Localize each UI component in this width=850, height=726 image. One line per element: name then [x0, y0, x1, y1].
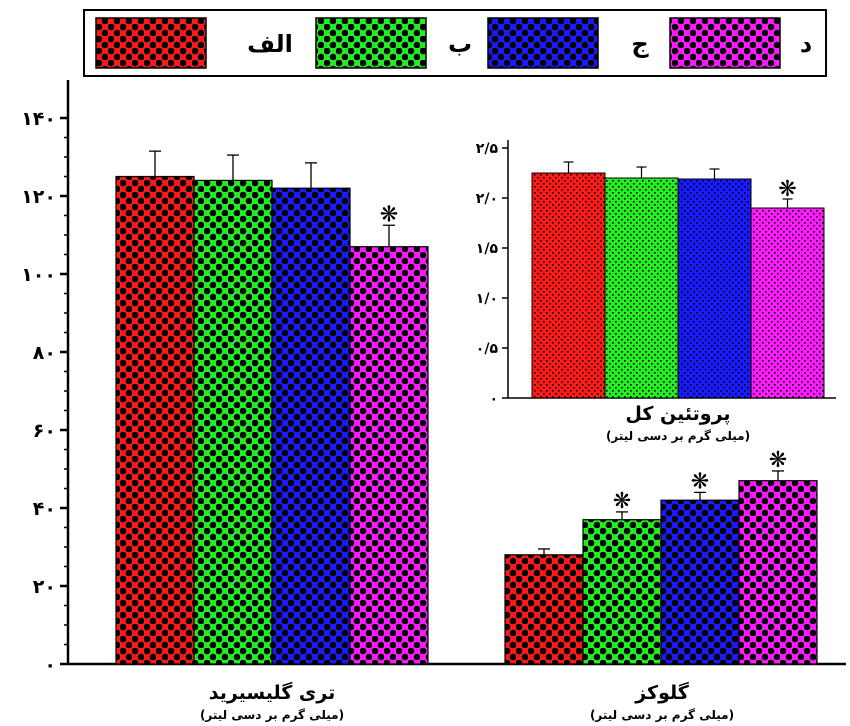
y-tick-label: ۲۰: [33, 576, 56, 598]
bar-1-2: [660, 499, 740, 665]
inset-y-tick-label: ۰/۵: [476, 341, 499, 357]
y-tick-label: ۱۲۰: [21, 186, 56, 208]
y-tick-label: ۰: [44, 654, 56, 676]
bar-0-2: [271, 187, 351, 665]
main-panel: ۰ ۲۰ ۴۰ ۶۰ ۸۰ ۱۰۰ ۱۲۰ ۱۴۰ ❋ تری گلیسیرید (میلی گرم…: [21, 80, 846, 723]
group-unit: (میلی گرم بر دسی لیتر): [590, 708, 734, 723]
bar-0-0: [115, 175, 195, 665]
significance-mark: ❋: [380, 202, 398, 227]
inset-bar-2: [677, 178, 752, 399]
bar-0-1: [193, 179, 273, 665]
y-tick-label: ۱۴۰: [21, 108, 56, 130]
legend-swatch-4: [669, 17, 781, 69]
group-unit: (میلی گرم بر دسی لیتر): [200, 708, 344, 723]
inset-bar-3: [750, 207, 825, 399]
legend-label-1: الف: [247, 30, 293, 58]
group-label: تری گلیسیرید: [209, 681, 336, 704]
inset-significance-mark: ❋: [778, 177, 796, 202]
legend-label-4: د: [800, 30, 812, 58]
bar-0-3: [349, 246, 429, 665]
bar-1-1: [582, 519, 662, 665]
inset-panel: ۰ ۰/۵ ۱/۰ ۱/۵ ۲/۰ ۲/۵ ❋ پروتئین کل (میلی گرم بر …: [476, 140, 836, 444]
significance-mark: ❋: [613, 489, 631, 514]
significance-mark: ❋: [691, 469, 709, 494]
y-tick-label: ۴۰: [33, 498, 56, 520]
y-tick-label: ۱۰۰: [21, 264, 56, 286]
significance-mark: ❋: [769, 448, 787, 473]
legend-label-3: ج: [631, 30, 649, 58]
legend-label-2: ب: [448, 30, 472, 58]
inset-group-unit: (میلی گرم بر دسی لیتر): [606, 429, 750, 444]
inset-y-tick-label: ۰: [489, 391, 498, 407]
bar-1-3: [738, 480, 818, 665]
legend: الف ب ج د: [83, 9, 827, 77]
legend-swatch-2: [315, 17, 427, 69]
inset-y-tick-label: ۲/۵: [476, 141, 499, 157]
legend-swatch-3: [487, 17, 599, 69]
bar-1-0: [504, 554, 584, 665]
legend-swatch-1: [95, 17, 207, 69]
inset-bar-1: [604, 177, 679, 399]
inset-y-tick-label: ۲/۰: [476, 191, 498, 207]
inset-y-tick-label: ۱/۵: [476, 241, 499, 257]
group-label: گلوکز: [634, 681, 690, 704]
inset-bar-0: [531, 172, 606, 399]
y-tick-label: ۸۰: [33, 342, 56, 364]
inset-group-label: پروتئین کل: [625, 403, 730, 425]
inset-y-tick-label: ۱/۰: [476, 291, 498, 307]
y-tick-label: ۶۰: [33, 420, 56, 442]
